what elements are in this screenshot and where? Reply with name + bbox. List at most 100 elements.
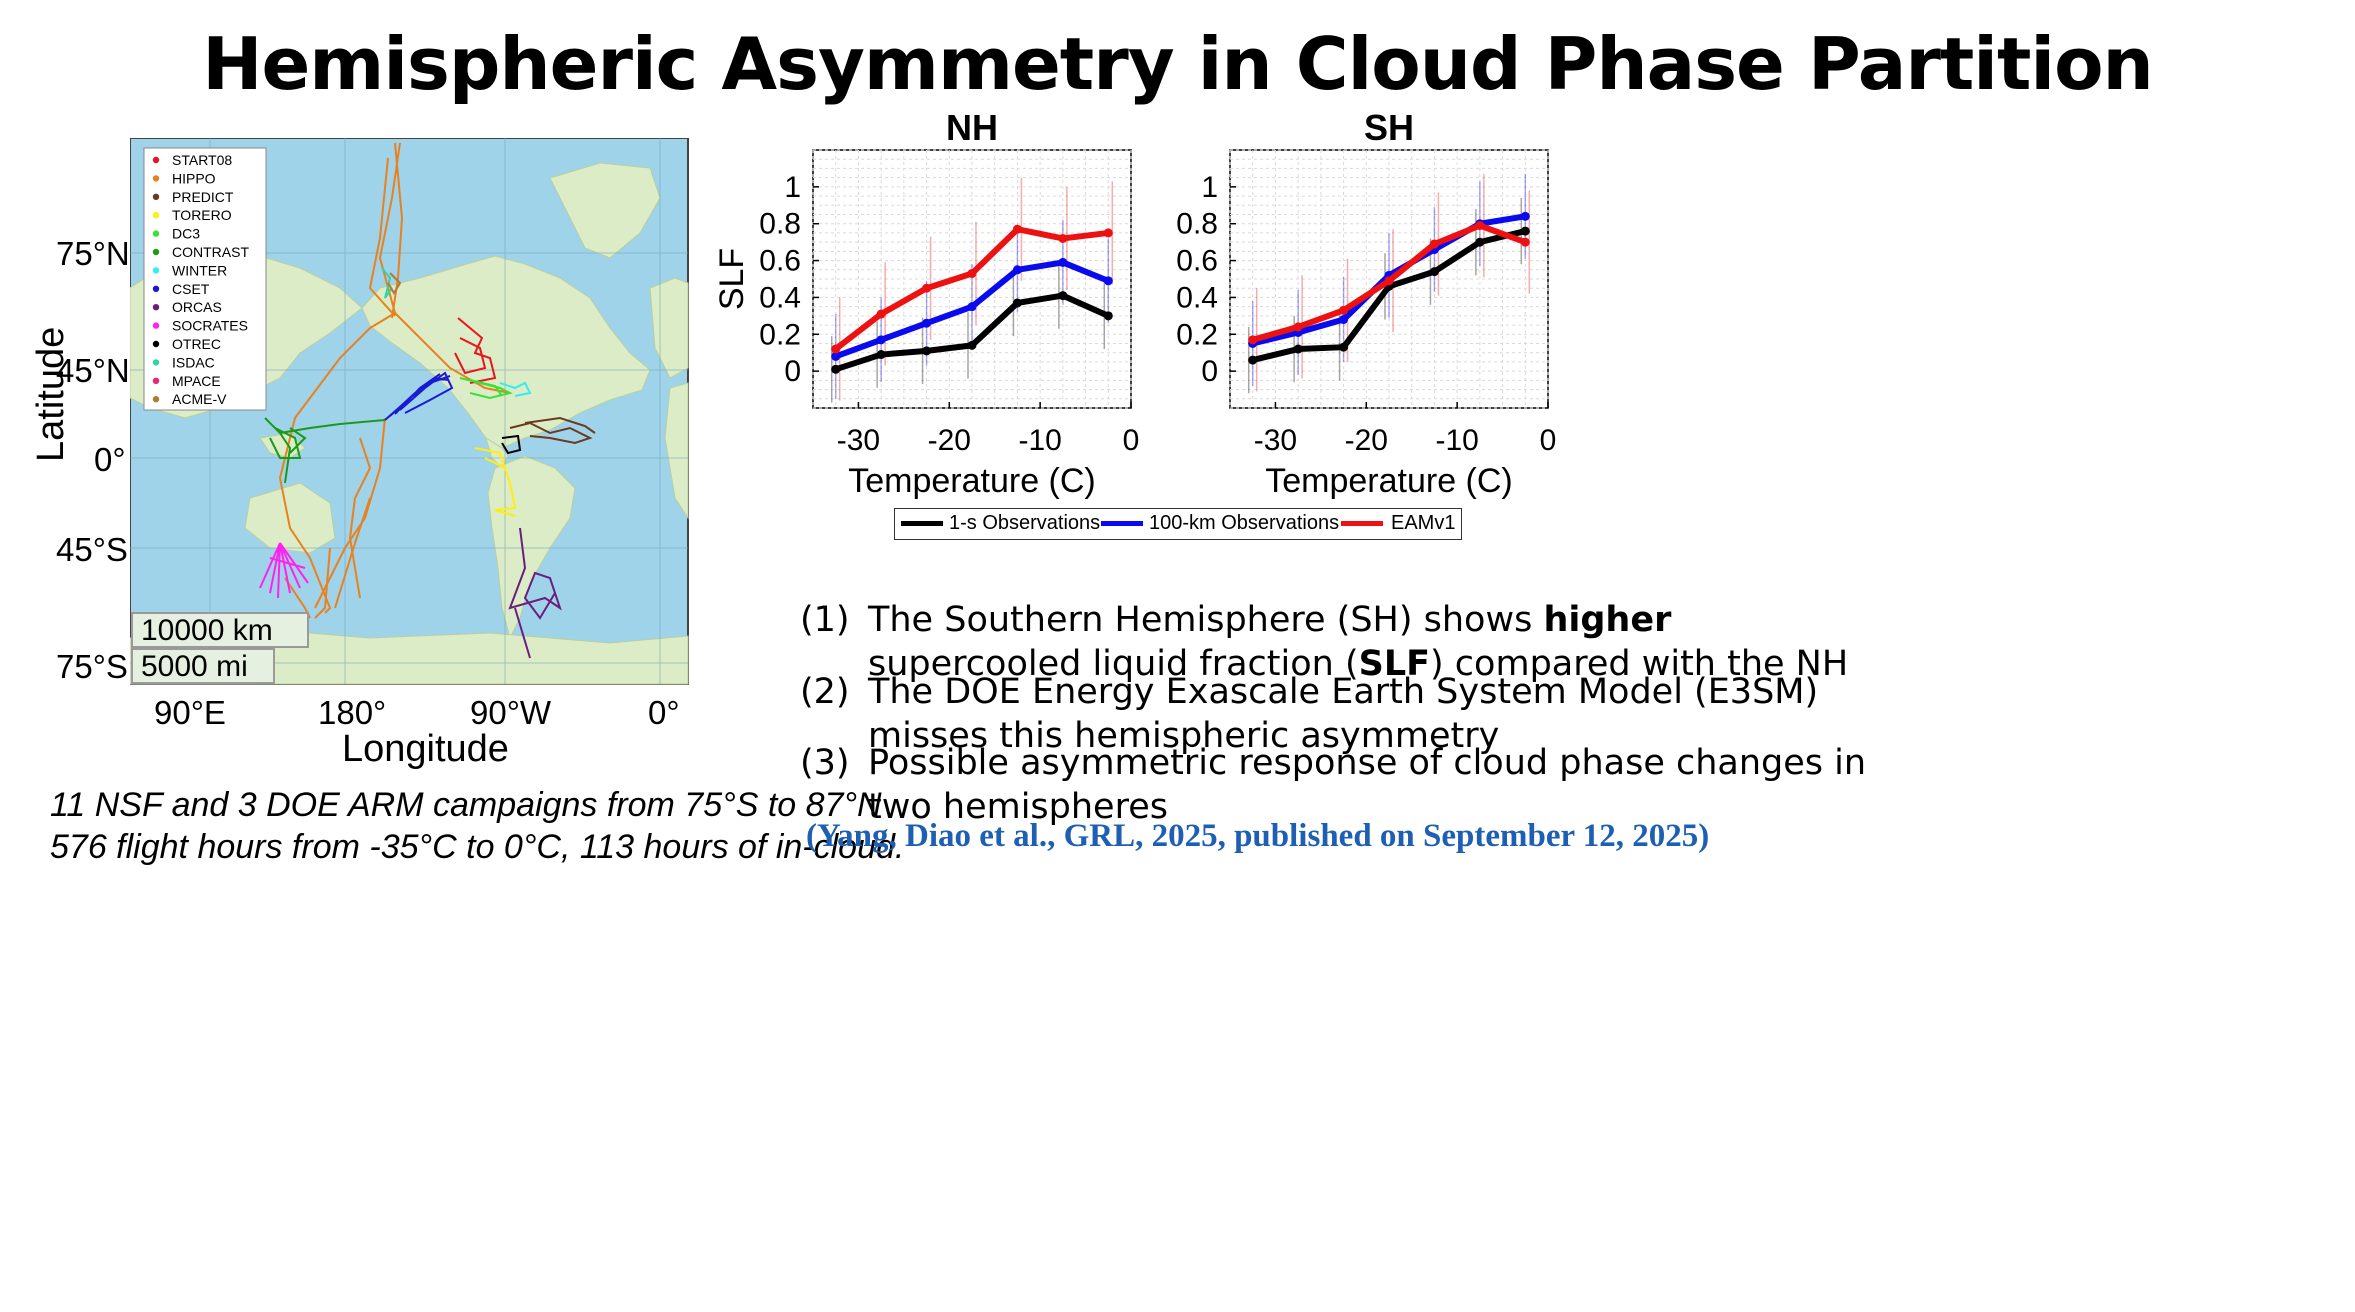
data-point xyxy=(967,268,977,278)
data-point xyxy=(831,351,841,361)
track-hippo xyxy=(278,142,511,614)
chart-panel-SH: -30 -20 -10 0 0 0.2 0.40.6 0.8 1 SH Temperature (C… xyxy=(1176,107,1556,500)
finding-1-text-a: The Southern Hemisphere (SH) shows xyxy=(868,600,1544,640)
finding-number: (1) xyxy=(800,600,850,640)
finding-number: (2) xyxy=(800,672,850,712)
map-lon-tick: 90°W xyxy=(470,694,552,731)
data-point xyxy=(1293,344,1303,354)
legend-marker xyxy=(152,193,160,200)
scale-bar-km: 10000 km xyxy=(131,612,309,648)
legend-label: CSET xyxy=(172,281,210,297)
chart-legend: 1-s Observations 100-km Observations EAM… xyxy=(894,508,1462,540)
data-point xyxy=(876,309,886,319)
legend-marker xyxy=(152,156,160,164)
legend-marker xyxy=(152,267,160,274)
x-tick-label: 0 xyxy=(1123,424,1140,457)
caption-line-2: 576 flight hours from -35°C to 0°C, 113 … xyxy=(50,828,905,866)
x-axis-label: Temperature (C) xyxy=(1265,462,1513,500)
chart-title: SH xyxy=(1364,107,1414,148)
legend-label: DC3 xyxy=(172,226,200,242)
legend-swatch-100km xyxy=(1101,521,1143,526)
data-point xyxy=(1520,237,1530,247)
legend-marker xyxy=(152,304,160,311)
map-lon-tick: 180° xyxy=(318,694,387,731)
data-point xyxy=(1058,233,1068,243)
data-point xyxy=(876,350,886,360)
track-start08 xyxy=(454,317,497,384)
data-point xyxy=(1475,237,1485,247)
legend-label: CONTRAST xyxy=(172,244,249,260)
data-point xyxy=(1429,239,1439,249)
y-tick-label: 0 xyxy=(1201,355,1218,388)
scale-bar-mi: 5000 mi xyxy=(131,648,275,684)
track-torero xyxy=(474,447,517,517)
finding-text: The Southern Hemisphere (SH) shows highe… xyxy=(868,598,1968,686)
data-point xyxy=(1475,221,1485,231)
x-tick-label: -10 xyxy=(1435,424,1478,457)
map-lat-tick: 0° xyxy=(94,441,126,478)
track-otrec xyxy=(501,434,522,455)
y-tick-label: 0.2 xyxy=(759,318,801,351)
data-point xyxy=(1103,276,1113,286)
map-legend-box xyxy=(143,147,267,411)
finding-2-line-2: misses this hemispheric asymmetry xyxy=(868,716,1500,756)
data-point xyxy=(1384,276,1394,286)
legend-marker xyxy=(152,175,160,182)
legend-marker xyxy=(152,377,160,384)
chart-panel-NH: -30 -20 -10 0 0 0.2 0.40.6 0.8 1 NH Temperature (C… xyxy=(713,107,1139,500)
y-tick-label: 1 xyxy=(784,171,801,204)
y-tick-label: 0.8 xyxy=(1176,208,1218,241)
x-tick-label: -10 xyxy=(1018,424,1061,457)
data-point xyxy=(876,335,886,345)
finding-1-emph: higher xyxy=(1543,600,1672,640)
data-point xyxy=(967,302,977,312)
finding-3-line-2: two hemispheres xyxy=(868,787,1168,827)
data-point xyxy=(831,364,841,374)
data-point xyxy=(1339,342,1349,352)
legend-marker xyxy=(152,396,160,403)
data-point xyxy=(1248,335,1258,345)
data-point xyxy=(831,344,841,354)
legend-label: START08 xyxy=(172,152,232,168)
legend-marker xyxy=(152,285,160,292)
data-point xyxy=(1520,211,1530,221)
data-point xyxy=(1520,226,1530,236)
track-predict xyxy=(509,416,596,445)
map-lon-tick: 90°E xyxy=(154,694,226,731)
track-isdac xyxy=(381,267,393,299)
data-point xyxy=(922,283,932,293)
y-tick-label: 0.2 xyxy=(1176,318,1218,351)
x-tick-label: -20 xyxy=(1345,424,1388,457)
data-point xyxy=(922,318,932,328)
data-point xyxy=(1248,355,1258,365)
map-legend: START08 HIPPO PREDICT TORERO DC3 CONTRAST WINT… xyxy=(152,152,249,407)
legend-label: TORERO xyxy=(172,207,232,223)
data-point xyxy=(1293,322,1303,332)
flight-track-map: START08 HIPPO PREDICT TORERO DC3 CONTRAST WINT… xyxy=(130,138,689,685)
legend-label: WINTER xyxy=(172,262,227,278)
legend-label: ORCAS xyxy=(172,299,222,315)
x-tick-label: -20 xyxy=(928,424,971,457)
track-dc3 xyxy=(459,377,513,400)
page-title: Hemispheric Asymmetry in Cloud Phase Par… xyxy=(202,22,2154,106)
chart-title: NH xyxy=(946,107,998,148)
data-point xyxy=(1429,267,1439,277)
y-tick-label: 1 xyxy=(1201,171,1218,204)
data-point xyxy=(922,346,932,356)
citation: (Yang, Diao et al., GRL, 2025, published… xyxy=(806,818,1710,854)
legend-label: HIPPO xyxy=(172,170,216,186)
legend-marker xyxy=(152,212,160,219)
finding-2: (2) The DOE Energy Exascale Earth System… xyxy=(800,670,2040,760)
legend-marker xyxy=(152,340,160,348)
caption-line-1: 11 NSF and 3 DOE ARM campaigns from 75°S… xyxy=(50,786,882,824)
legend-label-1s: 1-s Observations xyxy=(949,512,1101,534)
legend-marker xyxy=(152,359,160,366)
legend-label-100km: 100-km Observations xyxy=(1149,512,1340,534)
data-point xyxy=(1103,311,1113,321)
legend-swatch-eam xyxy=(1341,521,1383,526)
legend-label: PREDICT xyxy=(172,189,234,205)
legend-marker xyxy=(152,248,160,256)
finding-3: (3) Possible asymmetric response of clou… xyxy=(800,741,2040,831)
track-socrates xyxy=(259,542,309,599)
